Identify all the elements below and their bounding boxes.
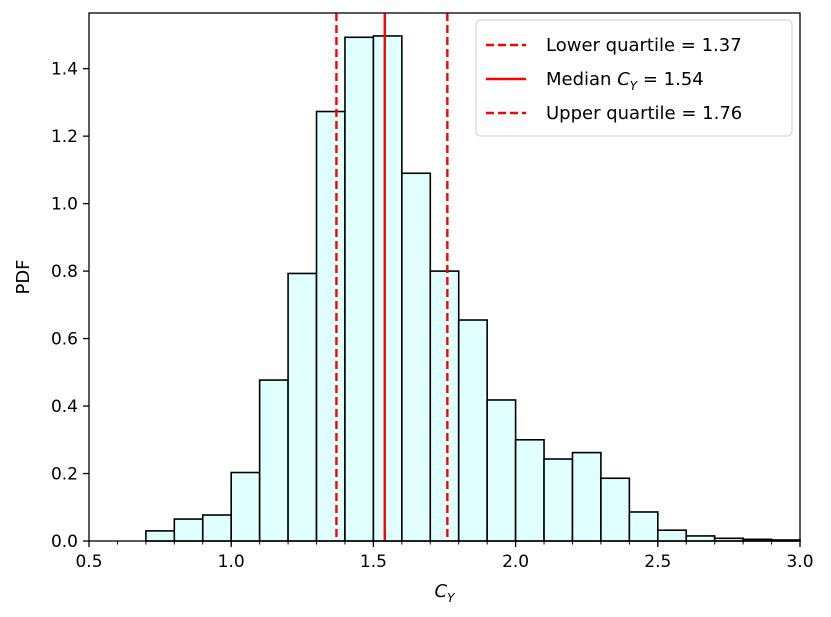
histogram-bar-3 (230, 471, 261, 542)
histogram-bars (145, 35, 801, 542)
legend-label-lower-quartile: Lower quartile = 1.37 (546, 35, 742, 56)
x-tick-label: 0.5 (75, 552, 102, 572)
x-axis-label: CY (435, 581, 457, 605)
histogram-bar-9 (401, 172, 432, 542)
histogram-bar-19 (685, 535, 716, 542)
legend-box (475, 19, 793, 137)
x-tick-label: 2.5 (644, 552, 671, 572)
histogram-bar-17 (628, 511, 659, 542)
x-tick-label: 1.0 (218, 552, 245, 572)
y-tick-label: 0.4 (51, 397, 78, 417)
legend: Lower quartile = 1.37 Median CY = 1.54 Upp… (475, 19, 793, 137)
histogram-bar-10 (429, 270, 460, 542)
y-tick-label: 0.8 (51, 262, 78, 282)
x-tick-label: 3.0 (786, 552, 813, 572)
histogram-bar-1 (173, 518, 204, 542)
x-axis-label-var: C (435, 581, 448, 602)
histogram-bar-12 (486, 399, 517, 542)
y-tick-label: 1.2 (51, 127, 78, 147)
y-tick-label: 0.2 (51, 465, 78, 485)
reference-lines (335, 13, 449, 541)
legend-label-upper-quartile: Upper quartile = 1.76 (546, 103, 742, 124)
y-tick-label: 0.0 (51, 532, 78, 552)
x-tick-label: 2.0 (502, 552, 529, 572)
y-tick-label: 0.6 (51, 330, 78, 350)
plot-frame (88, 12, 801, 542)
histogram-bar-2 (201, 514, 232, 542)
histogram-bar-14 (543, 458, 574, 542)
histogram-bar-5 (287, 272, 318, 542)
legend-label-median: Median CY = 1.54 (546, 69, 704, 93)
x-tick-label: 1.5 (360, 552, 387, 572)
y-tick-label: 1.4 (51, 60, 78, 80)
histogram-bar-8 (372, 35, 403, 542)
histogram-bar-18 (656, 529, 688, 542)
histogram-bar-7 (344, 36, 375, 542)
y-axis: 0.0 0.2 0.4 0.6 0.8 1.0 1.2 1.4 (51, 60, 89, 552)
histogram-bar-4 (258, 379, 289, 542)
histogram-bar-13 (514, 438, 545, 542)
y-tick-label: 1.0 (51, 195, 78, 215)
y-axis-label: PDF (13, 259, 34, 294)
x-axis-label-sub: Y (447, 591, 456, 605)
histogram-bar-0 (145, 530, 176, 542)
x-axis: 0.5 1.0 1.5 2.0 2.5 3.0 (75, 541, 814, 572)
histogram-bar-11 (457, 319, 488, 542)
histogram-bar-16 (600, 477, 631, 542)
histogram-bar-15 (571, 451, 602, 542)
histogram-bar-6 (315, 110, 346, 542)
